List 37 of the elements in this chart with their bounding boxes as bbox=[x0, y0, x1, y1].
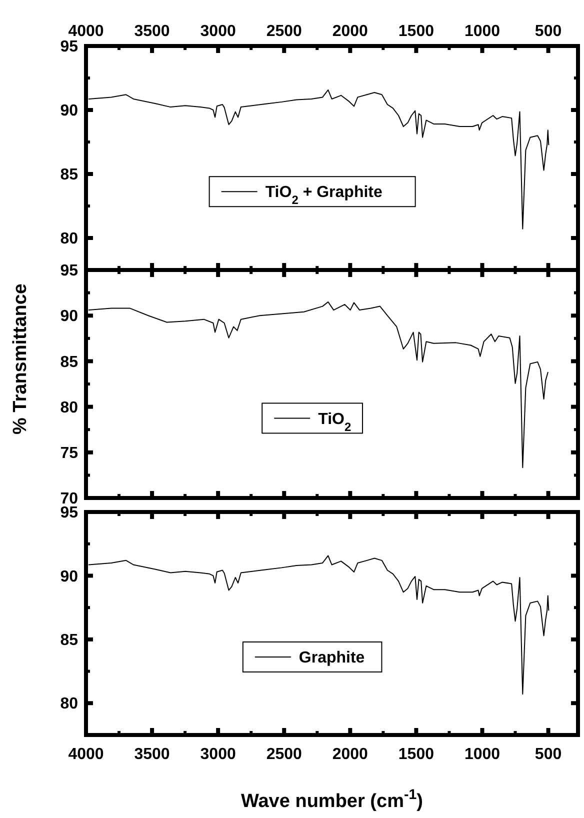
line-series bbox=[88, 89, 550, 230]
x2-tick-label: 3000 bbox=[200, 23, 236, 40]
x2-tick-label: 500 bbox=[534, 23, 562, 40]
y-tick-label: 80 bbox=[60, 230, 78, 248]
y-tick-label: 80 bbox=[60, 399, 78, 416]
x2-tick-label: 3500 bbox=[134, 23, 170, 40]
x2-tick-label: 2500 bbox=[266, 23, 302, 40]
x-tick-label: 3000 bbox=[200, 746, 236, 763]
x-tick-label: 2500 bbox=[266, 746, 302, 763]
y-tick-label: 80 bbox=[60, 696, 78, 713]
x-tick-label: 2000 bbox=[332, 746, 368, 763]
line-series bbox=[88, 555, 550, 695]
x2-tick-label: 4000 bbox=[68, 23, 104, 40]
y-tick-label: 90 bbox=[60, 568, 78, 586]
y-tick-label: 95 bbox=[60, 38, 78, 56]
y-tick-label: 85 bbox=[60, 166, 78, 184]
legend-label: TiO$_{2}$ + Graphite bbox=[265, 184, 383, 208]
x-tick-label: 1500 bbox=[398, 746, 434, 763]
x-tick-label: 3500 bbox=[134, 746, 170, 763]
line-series bbox=[88, 301, 548, 468]
y-tick-label: 95 bbox=[60, 262, 78, 280]
x2-tick-label: 2000 bbox=[332, 23, 368, 40]
x-axis-title: Wave number (cm$^{-1}$) bbox=[241, 787, 423, 812]
y-tick-label: 85 bbox=[60, 354, 78, 371]
x-tick-label: 4000 bbox=[68, 746, 104, 763]
y-axis-title: % Transmittance bbox=[10, 284, 31, 434]
legend-label: TiO$_{2}$ bbox=[318, 410, 352, 434]
y-tick-label: 85 bbox=[60, 632, 78, 650]
y-tick-label: 95 bbox=[60, 504, 78, 522]
legend-label: Graphite bbox=[298, 650, 365, 667]
y-tick-label: 90 bbox=[60, 308, 78, 326]
y-tick-label: 75 bbox=[60, 445, 78, 462]
x-tick-label: 1000 bbox=[464, 746, 500, 763]
x2-tick-label: 1500 bbox=[398, 23, 434, 40]
x2-tick-label: 1000 bbox=[464, 23, 500, 40]
x-tick-label: 500 bbox=[534, 746, 562, 763]
y-tick-label: 90 bbox=[60, 102, 78, 120]
